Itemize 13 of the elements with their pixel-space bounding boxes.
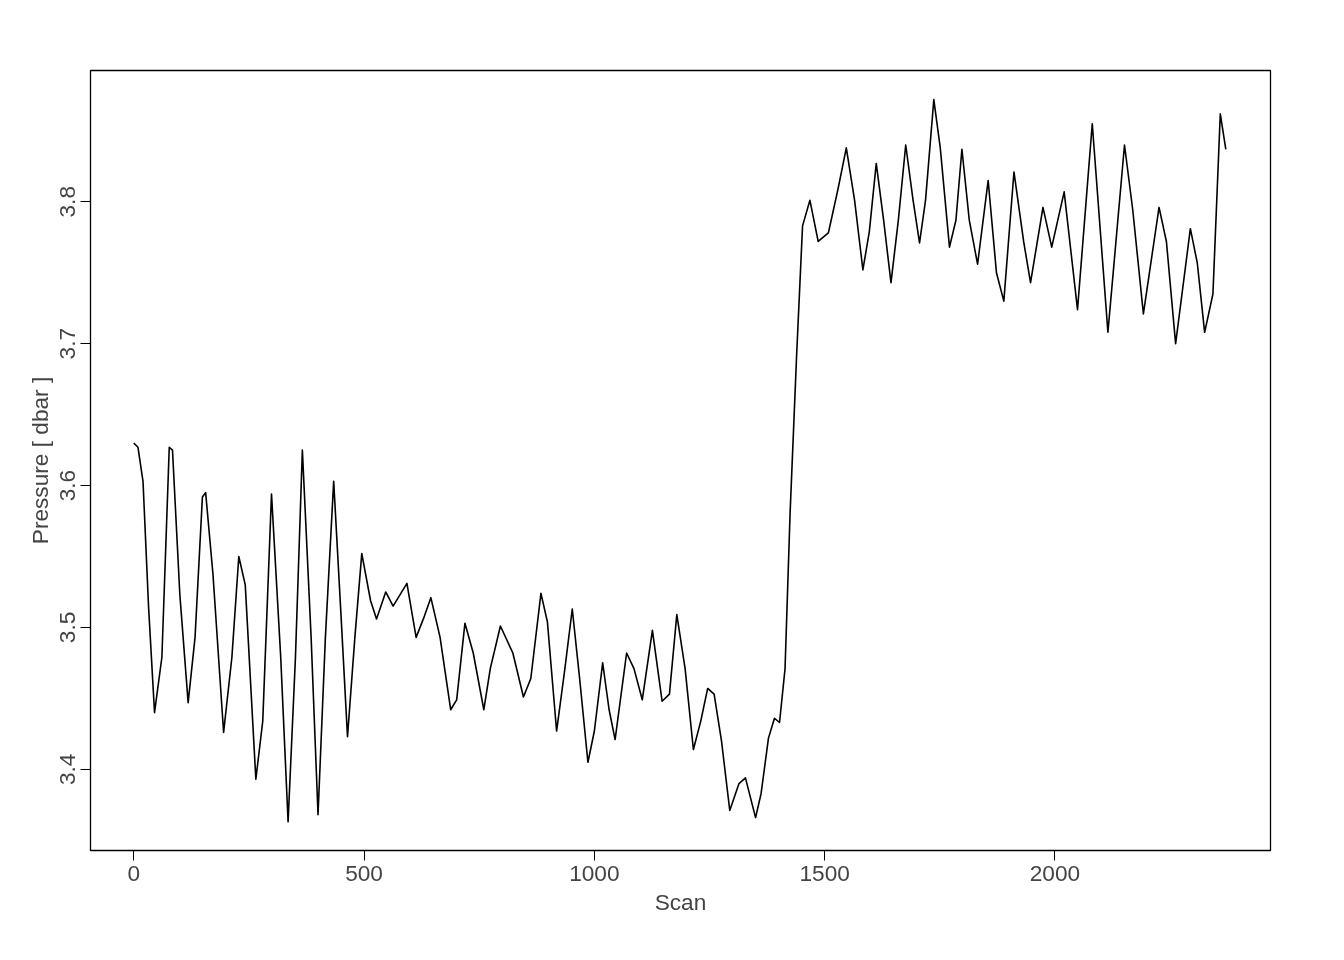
x-tick-label: 0 (127, 859, 141, 886)
y-tick-label: 3.8 (54, 186, 81, 218)
y-tick-label: 3.5 (54, 611, 81, 644)
y-tick-label: 3.6 (54, 469, 81, 502)
x-tick-label: 1000 (569, 859, 620, 886)
y-tick-label: 3.7 (54, 327, 81, 360)
line-series (132, 98, 1227, 823)
y-axis-title: Pressure [ dbar ] (26, 376, 53, 545)
x-tick-label: 500 (345, 859, 383, 886)
x-axis-title: Scan (654, 888, 707, 915)
x-tick-label: 2000 (1029, 859, 1081, 886)
y-tick-label: 3.4 (54, 753, 81, 786)
x-tick-label: 1500 (799, 859, 850, 886)
